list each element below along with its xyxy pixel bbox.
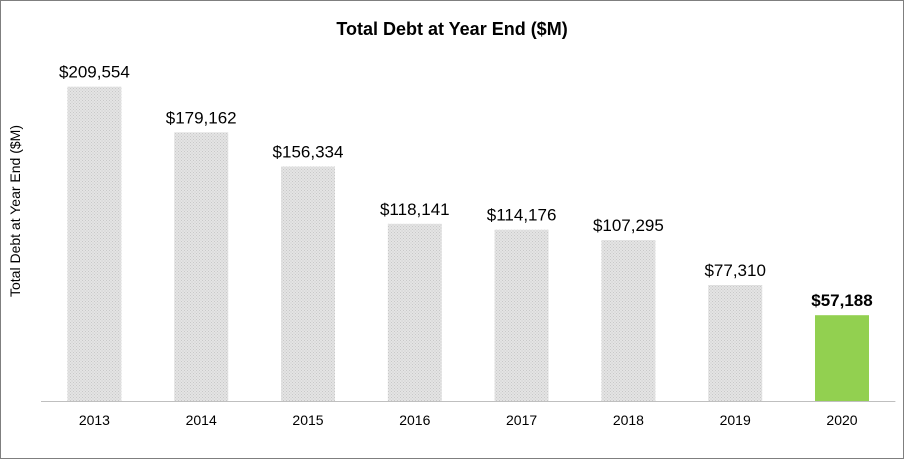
- x-tick-label-2014: 2014: [186, 412, 217, 428]
- data-label-2014: $179,162: [166, 108, 237, 127]
- x-tick-label-2018: 2018: [613, 412, 644, 428]
- bar-2019: [708, 285, 763, 401]
- bar-2013: [67, 86, 122, 401]
- data-label-2018: $107,295: [593, 216, 664, 235]
- chart-title: Total Debt at Year End ($M): [336, 19, 568, 39]
- bar-2014: [174, 132, 229, 402]
- bar-2017: [494, 229, 549, 401]
- x-tick-label-2016: 2016: [399, 412, 430, 428]
- bar-2016: [387, 223, 442, 401]
- data-label-2020: $57,188: [811, 291, 872, 310]
- data-label-2013: $209,554: [59, 63, 130, 82]
- x-tick-label-2015: 2015: [292, 412, 323, 428]
- x-tick-label-2013: 2013: [79, 412, 110, 428]
- x-tick-label-2017: 2017: [506, 412, 537, 428]
- x-tick-label-2020: 2020: [826, 412, 857, 428]
- bar-2015: [281, 166, 335, 401]
- bar-2018: [601, 240, 656, 401]
- data-label-2017: $114,176: [487, 206, 557, 225]
- x-tick-label-2019: 2019: [720, 412, 751, 428]
- data-label-2015: $156,334: [273, 143, 344, 162]
- data-label-2019: $77,310: [704, 261, 765, 280]
- bar-2020: [815, 315, 869, 401]
- data-label-2016: $118,141: [380, 200, 450, 219]
